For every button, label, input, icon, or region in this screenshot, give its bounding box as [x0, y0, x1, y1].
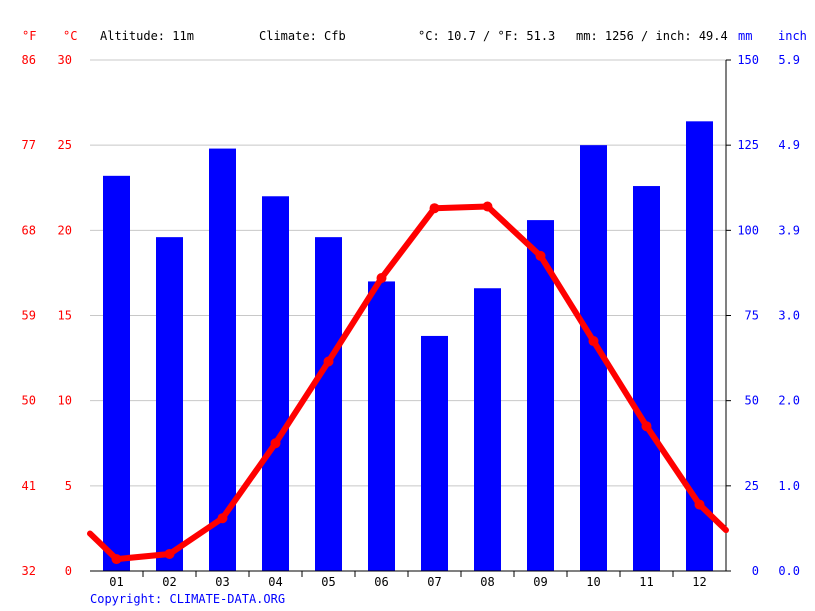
temperature-point [588, 336, 599, 347]
temperature-point [535, 250, 546, 261]
celsius-tick-label: 20 [58, 223, 72, 237]
temperature-point [429, 203, 440, 214]
fahrenheit-tick-label: 41 [22, 479, 36, 493]
month-tick-label: 10 [586, 575, 600, 589]
temperature-point [164, 548, 175, 559]
precipitation-bar [315, 237, 342, 571]
precipitation-bar [474, 288, 501, 571]
celsius-tick-label: 25 [58, 138, 72, 152]
month-tick-label: 05 [321, 575, 335, 589]
month-tick-label: 08 [480, 575, 494, 589]
copyright-text: Copyright: CLIMATE-DATA.ORG [90, 592, 286, 606]
fahrenheit-tick-label: 77 [22, 138, 36, 152]
total-precipitation-label: mm: 1256 / inch: 49.4 [576, 29, 728, 43]
month-tick-label: 06 [374, 575, 388, 589]
inch-tick-label: 1.0 [778, 479, 800, 493]
gridlines [90, 59, 726, 487]
fahrenheit-unit-label: °F [22, 29, 36, 43]
precipitation-bar [103, 175, 130, 571]
temperature-point [482, 201, 493, 212]
mm-tick-label: 50 [745, 394, 759, 408]
month-tick-label: 03 [215, 575, 229, 589]
precipitation-bar [156, 237, 183, 571]
inch-unit-label: inch [778, 29, 807, 43]
temperature-point [641, 421, 652, 432]
mm-tick-label: 125 [737, 138, 759, 152]
celsius-unit-label: °C [63, 29, 77, 43]
mm-tick-label: 25 [745, 479, 759, 493]
mm-tick-label: 0 [752, 564, 759, 578]
fahrenheit-tick-label: 32 [22, 564, 36, 578]
precipitation-bar [368, 281, 395, 571]
temperature-point [376, 273, 387, 284]
fahrenheit-tick-label: 50 [22, 394, 36, 408]
celsius-tick-label: 0 [65, 564, 72, 578]
temperature-point [323, 356, 334, 367]
climate-label: Climate: Cfb [259, 29, 346, 43]
mm-tick-label: 100 [737, 223, 759, 237]
month-tick-label: 12 [692, 575, 706, 589]
precipitation-bars [103, 121, 713, 571]
inch-tick-label: 4.9 [778, 138, 800, 152]
temperature-point [111, 554, 122, 565]
tick-labels: 32 0 0 0.041 5 25 1.050 10 50 2.059 15 75 3.068 20 100… [22, 53, 800, 589]
celsius-tick-label: 5 [65, 479, 72, 493]
temperature-series [87, 201, 729, 565]
precipitation-bar [527, 220, 554, 571]
precipitation-bar [421, 335, 448, 571]
month-tick-label: 09 [533, 575, 547, 589]
mm-unit-label: mm [738, 29, 752, 43]
inch-tick-label: 0.0 [778, 564, 800, 578]
precipitation-bar [262, 196, 289, 571]
axes [90, 59, 731, 577]
precipitation-bar [633, 186, 660, 571]
celsius-tick-label: 15 [58, 309, 72, 323]
temperature-point [694, 499, 705, 510]
fahrenheit-tick-label: 59 [22, 309, 36, 323]
inch-tick-label: 3.0 [778, 309, 800, 323]
month-tick-label: 02 [162, 575, 176, 589]
mm-tick-label: 75 [745, 309, 759, 323]
inch-tick-label: 3.9 [778, 223, 800, 237]
mm-tick-label: 150 [737, 53, 759, 67]
inch-tick-label: 5.9 [778, 53, 800, 67]
month-tick-label: 01 [109, 575, 123, 589]
celsius-tick-label: 10 [58, 394, 72, 408]
month-tick-label: 11 [639, 575, 653, 589]
fahrenheit-tick-label: 86 [22, 53, 36, 67]
temperature-point [270, 438, 281, 449]
month-tick-label: 07 [427, 575, 441, 589]
fahrenheit-tick-label: 68 [22, 223, 36, 237]
inch-tick-label: 2.0 [778, 394, 800, 408]
celsius-tick-label: 30 [58, 53, 72, 67]
altitude-label: Altitude: 11m [100, 29, 194, 43]
month-tick-label: 04 [268, 575, 282, 589]
temperature-line [87, 203, 729, 563]
average-temperature-label: °C: 10.7 / °F: 51.3 [418, 29, 555, 43]
temperature-point [217, 513, 228, 524]
